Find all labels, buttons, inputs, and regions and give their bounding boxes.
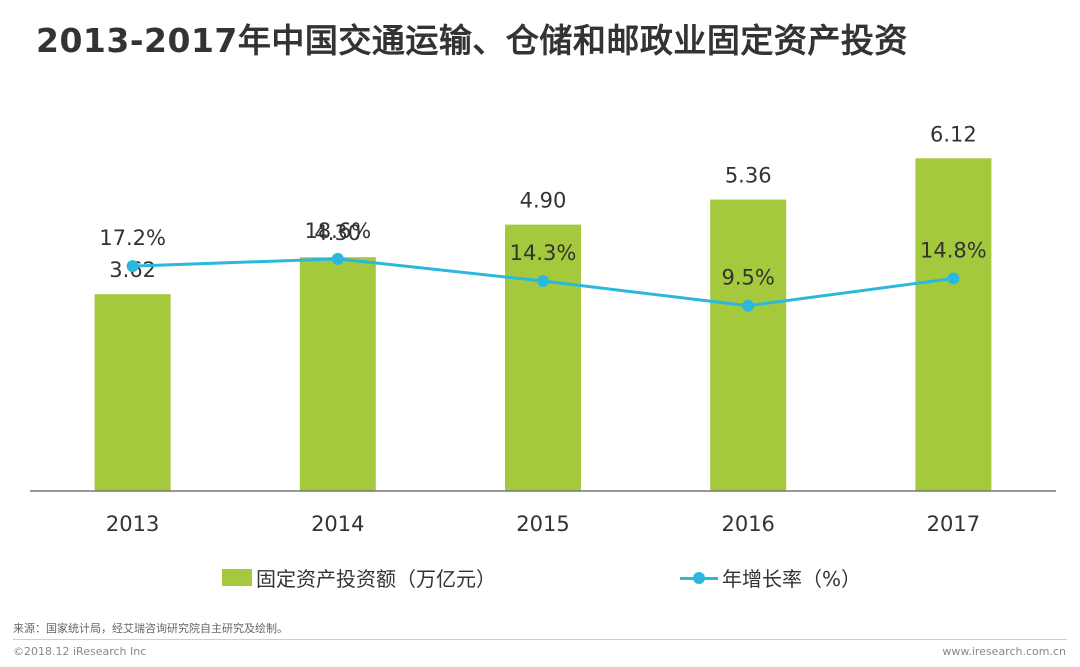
legend-item-growth: 年增长率（%） — [680, 563, 861, 592]
x-tick-label-2015: 2015 — [516, 512, 569, 536]
bar-2017 — [915, 158, 992, 491]
x-tick-label-2013: 2013 — [106, 512, 159, 536]
legend-label-investment: 固定资产投资额（万亿元） — [256, 567, 496, 591]
legend-item-investment: 固定资产投资额（万亿元） — [222, 563, 496, 592]
bar-2015 — [505, 224, 581, 491]
bar-2013 — [94, 294, 171, 491]
bar-value-label-2014: 4.30 — [314, 221, 361, 245]
chart-plot: 3.624.304.905.366.12 17.2%18.6%14.3%9.5%… — [30, 122, 1056, 536]
growth-point-2014 — [331, 252, 344, 265]
bar-series: 3.624.304.905.366.12 — [94, 122, 992, 492]
x-tick-label-2017: 2017 — [927, 512, 980, 536]
growth-point-2017 — [947, 272, 960, 285]
legend-bar-swatch — [222, 569, 252, 586]
legend: 固定资产投资额（万亿元） 年增长率（%） — [0, 563, 1080, 593]
bar-2016 — [710, 199, 787, 492]
growth-point-2015 — [537, 275, 549, 288]
growth-label-2013: 17.2% — [99, 226, 166, 250]
chart-title: 2013-2017年中国交通运输、仓储和邮政业固定资产投资 — [36, 21, 908, 60]
x-tick-label-2014: 2014 — [311, 512, 364, 536]
bar-value-label-2015: 4.90 — [520, 189, 567, 213]
growth-point-2016 — [742, 299, 755, 312]
growth-label-2014: 18.6% — [304, 219, 371, 243]
x-axis: 2013 2014 2015 2016 2017 — [30, 490, 1056, 536]
legend-label-growth: 年增长率（%） — [722, 567, 862, 591]
x-tick-label-2016: 2016 — [721, 512, 774, 536]
bar-value-label-2017: 6.12 — [930, 122, 977, 146]
growth-point-2013 — [126, 260, 139, 273]
growth-label-2016: 9.5% — [722, 266, 775, 290]
bar-2014 — [299, 257, 376, 491]
growth-label-2017: 14.8% — [920, 238, 987, 262]
source-note: 来源：国家统计局，经艾瑞咨询研究院自主研究及绘制。 — [13, 622, 288, 635]
website-link[interactable]: www.iresearch.com.cn — [942, 645, 1066, 658]
growth-label-2015: 14.3% — [510, 241, 577, 265]
footer-divider — [13, 639, 1067, 640]
copyright-text: ©2018.12 iResearch Inc — [13, 645, 147, 658]
legend-line-swatch — [680, 571, 718, 585]
bar-value-label-2016: 5.36 — [725, 164, 772, 188]
line-series: 17.2% 18.6% 14.3% 9.5% 14.8% — [99, 219, 987, 312]
